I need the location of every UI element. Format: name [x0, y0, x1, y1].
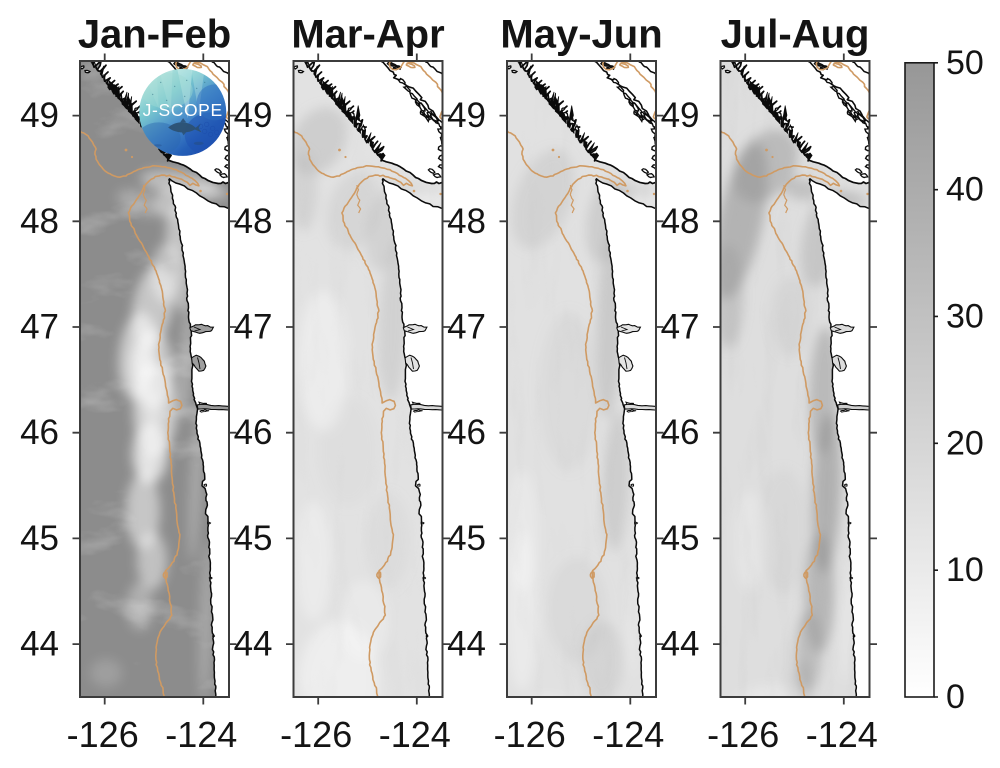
svg-text:47: 47 — [234, 308, 273, 347]
svg-text:46: 46 — [234, 413, 273, 452]
svg-text:49: 49 — [234, 96, 273, 135]
svg-text:44: 44 — [447, 625, 486, 664]
svg-text:-126: -126 — [67, 714, 139, 755]
svg-text:40: 40 — [946, 171, 984, 209]
svg-text:-124: -124 — [592, 714, 664, 755]
svg-text:45: 45 — [661, 519, 700, 558]
svg-text:49: 49 — [20, 96, 59, 135]
svg-text:-126: -126 — [280, 714, 352, 755]
svg-text:44: 44 — [234, 625, 273, 664]
svg-text:48: 48 — [234, 202, 273, 241]
svg-text:48: 48 — [661, 202, 700, 241]
svg-text:48: 48 — [20, 202, 59, 241]
svg-text:20: 20 — [946, 424, 984, 462]
svg-text:50: 50 — [946, 44, 984, 82]
svg-text:45: 45 — [20, 519, 59, 558]
svg-text:-124: -124 — [379, 714, 451, 755]
svg-text:46: 46 — [661, 413, 700, 452]
svg-text:-126: -126 — [707, 714, 779, 755]
svg-text:Jan-Feb: Jan-Feb — [78, 13, 231, 57]
svg-text:-124: -124 — [806, 714, 878, 755]
svg-text:45: 45 — [234, 519, 273, 558]
svg-text:-124: -124 — [165, 714, 237, 755]
svg-text:May-Jun: May-Jun — [500, 13, 662, 57]
svg-text:48: 48 — [447, 202, 486, 241]
svg-text:10: 10 — [946, 551, 984, 589]
svg-text:47: 47 — [661, 308, 700, 347]
svg-text:47: 47 — [447, 308, 486, 347]
svg-text:44: 44 — [20, 625, 59, 664]
svg-text:Mar-Apr: Mar-Apr — [291, 13, 444, 57]
svg-text:0: 0 — [946, 678, 965, 716]
svg-text:-126: -126 — [494, 714, 566, 755]
svg-text:49: 49 — [661, 96, 700, 135]
svg-text:J-SCOPE: J-SCOPE — [143, 100, 223, 120]
svg-text:47: 47 — [20, 308, 59, 347]
svg-text:30: 30 — [946, 297, 984, 335]
svg-text:45: 45 — [447, 519, 486, 558]
svg-text:Jul-Aug: Jul-Aug — [721, 13, 870, 57]
svg-text:46: 46 — [20, 413, 59, 452]
svg-text:49: 49 — [447, 96, 486, 135]
svg-text:44: 44 — [661, 625, 700, 664]
svg-text:46: 46 — [447, 413, 486, 452]
